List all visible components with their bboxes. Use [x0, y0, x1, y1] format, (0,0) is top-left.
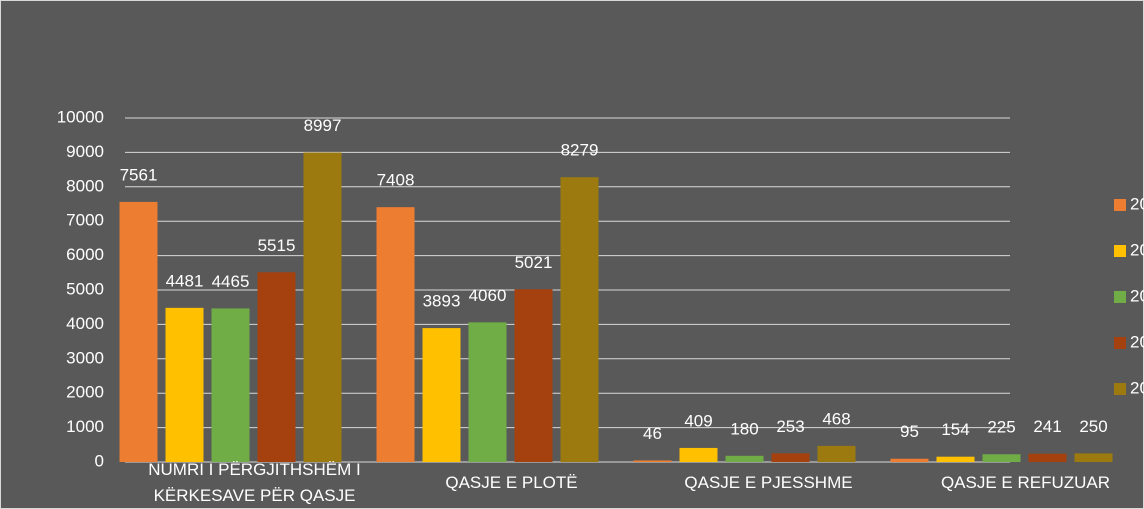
- legend-label: 2021: [1130, 194, 1144, 213]
- y-tick-label: 7000: [66, 211, 104, 230]
- data-label: 8997: [304, 116, 342, 135]
- data-label: 468: [822, 409, 850, 428]
- legend-label: 2024: [1130, 332, 1144, 351]
- data-label: 250: [1079, 417, 1107, 436]
- x-tick-label: QASJE E PJESSHME: [684, 473, 853, 492]
- data-label: 7408: [377, 171, 415, 190]
- bar: [1074, 453, 1113, 462]
- y-tick-label: 8000: [66, 176, 104, 195]
- bar: [422, 328, 461, 462]
- y-tick-label: 2000: [66, 383, 104, 402]
- y-tick-label: 9000: [66, 142, 104, 161]
- bar: [1028, 453, 1067, 462]
- data-label: 180: [730, 419, 758, 438]
- bar: [982, 454, 1021, 462]
- data-label: 225: [987, 418, 1015, 437]
- legend-swatch: [1114, 245, 1126, 257]
- bar: [633, 460, 672, 462]
- data-label: 3893: [423, 292, 461, 311]
- bar: [936, 456, 975, 462]
- x-tick-label: NUMRI I PËRGJITHSHËM I KËRKESAVE PËR QAS…: [148, 460, 361, 505]
- data-label: 253: [776, 417, 804, 436]
- bar: [514, 289, 553, 462]
- data-label: 7561: [120, 165, 158, 184]
- bar: [560, 177, 599, 462]
- y-tick-label: 10000: [57, 107, 104, 126]
- y-tick-label: 6000: [66, 245, 104, 264]
- legend-swatch: [1114, 383, 1126, 395]
- legend-swatch: [1114, 199, 1126, 211]
- y-tick-label: 3000: [66, 348, 104, 367]
- y-tick-label: 0: [95, 451, 104, 470]
- data-label: 4465: [212, 272, 250, 291]
- bar: [725, 455, 764, 462]
- data-label: 241: [1033, 417, 1061, 436]
- data-label: 95: [900, 422, 919, 441]
- legend-label: 2023: [1130, 286, 1144, 305]
- legend-swatch: [1114, 337, 1126, 349]
- y-tick-label: 5000: [66, 279, 104, 298]
- data-label: 4481: [166, 271, 204, 290]
- x-tick-label: QASJE E REFUZUAR: [940, 473, 1111, 492]
- bar: [257, 272, 296, 462]
- legend-label: 2022: [1130, 240, 1144, 259]
- bar: [468, 322, 507, 462]
- bar: [211, 308, 250, 462]
- bar: [890, 458, 929, 462]
- data-label: 46: [643, 424, 662, 443]
- bar: [817, 445, 856, 462]
- y-tick-label: 1000: [66, 417, 104, 436]
- bar: [119, 201, 158, 462]
- data-label: 5021: [515, 253, 553, 272]
- bar: [165, 307, 204, 462]
- data-label: 154: [941, 420, 969, 439]
- bar: [376, 207, 415, 462]
- data-label: 409: [684, 411, 712, 430]
- data-label: 4060: [469, 286, 507, 305]
- x-tick-label: QASJE E PLOTË: [445, 473, 578, 492]
- y-tick-label: 4000: [66, 314, 104, 333]
- data-label: 5515: [258, 236, 296, 255]
- legend-label: 2025: [1130, 378, 1144, 397]
- bar: [303, 152, 342, 462]
- data-label: 8279: [561, 141, 599, 160]
- bar: [771, 453, 810, 462]
- legend-swatch: [1114, 291, 1126, 303]
- bar: [679, 447, 718, 462]
